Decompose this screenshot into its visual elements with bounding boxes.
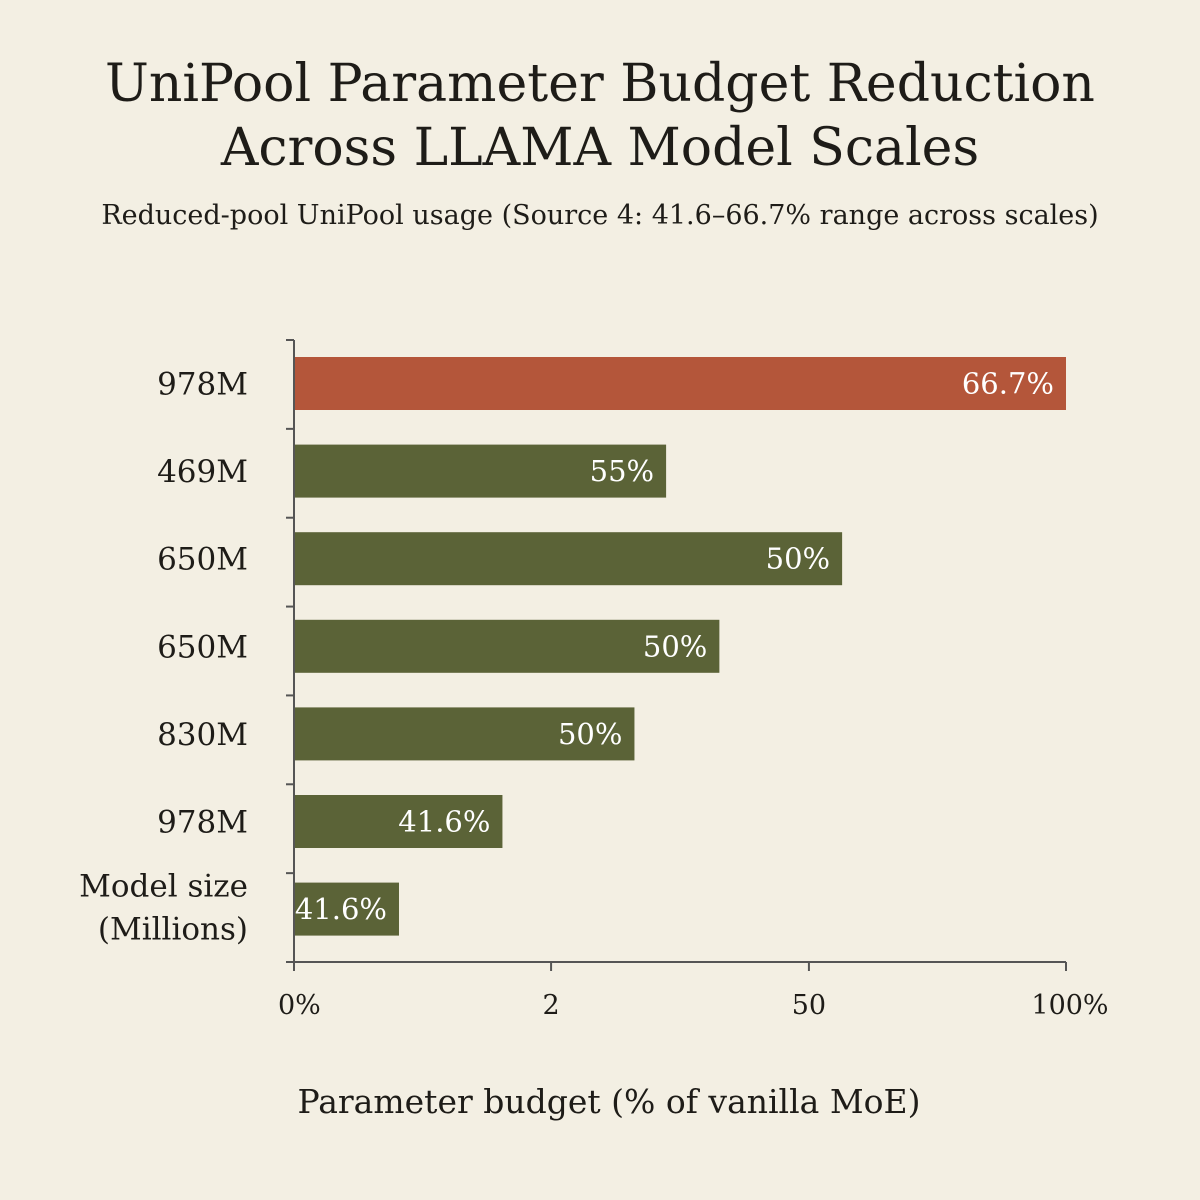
y-tick-label-6: 978M (157, 805, 248, 841)
bar-1 (294, 357, 1066, 410)
y-axis-title-line-2: (Millions) (98, 912, 248, 948)
y-tick-label-4: 650M (157, 629, 248, 665)
x-axis-title: Parameter budget (% of vanilla MoE) (297, 1082, 921, 1121)
bar-value-label-6: 41.6% (398, 805, 490, 839)
bar-7 (294, 882, 399, 936)
y-tick-label-5: 830M (157, 717, 248, 753)
chart-title-line-1: UniPool Parameter Budget Reduction (105, 54, 1095, 114)
bar-5 (294, 707, 635, 761)
bar-6 (294, 795, 503, 848)
y-axis-title-line-1: Model size (79, 869, 248, 905)
bar-2 (294, 444, 667, 498)
chart-title: UniPool Parameter Budget Reduction Acros… (0, 52, 1200, 180)
y-tick-label-3: 650M (157, 542, 248, 578)
chart-title-line-2: Across LLAMA Model Scales (220, 118, 980, 178)
x-tick-label-2: 2 (542, 990, 559, 1021)
chart-subtitle: Reduced-pool UniPool usage (Source 4: 41… (101, 200, 1099, 231)
x-tick-label-3: 50 (792, 990, 826, 1021)
bar-3 (294, 532, 843, 586)
y-tick-label-2: 469M (157, 454, 248, 490)
bar-value-label-2: 55% (590, 454, 654, 488)
x-tick-label-1: 0% (278, 990, 321, 1021)
y-tick-label-1: 978M (157, 367, 248, 403)
bar-value-label-7: 41.6% (295, 892, 387, 926)
bar-4 (294, 619, 720, 673)
bar-value-label-3: 50% (766, 542, 830, 576)
bar-value-label-1: 66.7% (962, 367, 1054, 401)
x-tick-label-4: 100% (1031, 990, 1108, 1021)
bar-value-label-5: 50% (558, 717, 622, 751)
bar-value-label-4: 50% (643, 629, 707, 663)
